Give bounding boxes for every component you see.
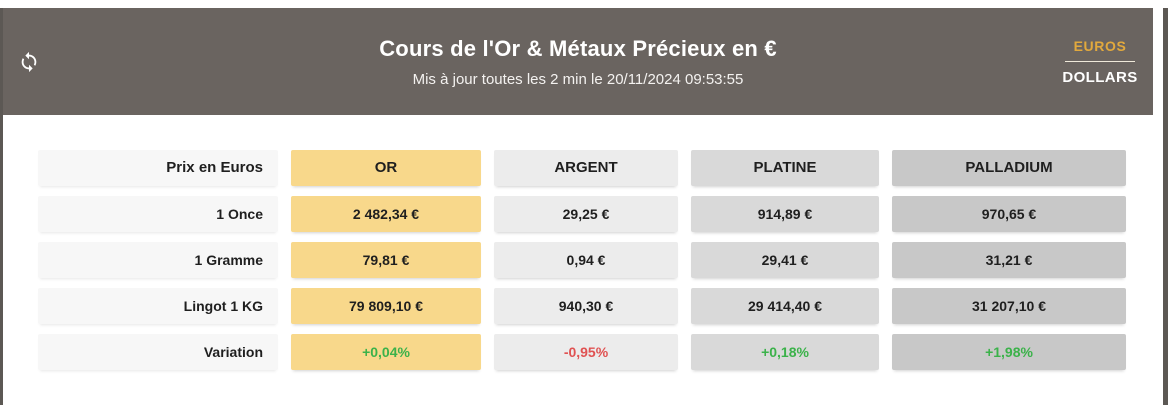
- header-bar: Cours de l'Or & Métaux Précieux en € Mis…: [3, 8, 1153, 115]
- column-header-or: OR: [291, 150, 481, 186]
- row-label: 1 Gramme: [38, 242, 278, 278]
- price-or-gramme: 79,81 €: [291, 242, 481, 278]
- currency-toggle-divider: [1065, 60, 1135, 62]
- price-platine-lingot: 29 414,40 €: [691, 288, 879, 324]
- price-or-lingot: 79 809,10 €: [291, 288, 481, 324]
- table-row-lingot: Lingot 1 KG 79 809,10 € 940,30 € 29 414,…: [38, 288, 1163, 324]
- page-title: Cours de l'Or & Métaux Précieux en €: [379, 35, 777, 61]
- variation-or: +0,04%: [291, 334, 481, 370]
- currency-toggle: EUROS DOLLARS: [1061, 38, 1139, 86]
- last-updated-text: Mis à jour toutes les 2 min le 20/11/202…: [412, 70, 744, 88]
- price-palladium-lingot: 31 207,10 €: [892, 288, 1126, 324]
- row-label: Variation: [38, 334, 278, 370]
- price-argent-lingot: 940,30 €: [494, 288, 678, 324]
- price-palladium-gramme: 31,21 €: [892, 242, 1126, 278]
- variation-platine: +0,18%: [691, 334, 879, 370]
- row-label: Lingot 1 KG: [38, 288, 278, 324]
- table-row-once: 1 Once 2 482,34 € 29,25 € 914,89 € 970,6…: [38, 196, 1163, 232]
- price-or-once: 2 482,34 €: [291, 196, 481, 232]
- column-header-platine: PLATINE: [691, 150, 879, 186]
- header-titles: Cours de l'Or & Métaux Précieux en € Mis…: [3, 8, 1153, 115]
- refresh-icon: [18, 51, 40, 73]
- metal-prices-table: Prix en Euros OR ARGENT PLATINE PALLADIU…: [38, 150, 1163, 370]
- table-row-gramme: 1 Gramme 79,81 € 0,94 € 29,41 € 31,21 €: [38, 242, 1163, 278]
- table-row-variation: Variation +0,04% -0,95% +0,18% +1,98%: [38, 334, 1163, 370]
- widget-frame: Cours de l'Or & Métaux Précieux en € Mis…: [0, 8, 1168, 405]
- price-platine-gramme: 29,41 €: [691, 242, 879, 278]
- table-header-row: Prix en Euros OR ARGENT PLATINE PALLADIU…: [38, 150, 1163, 186]
- variation-palladium: +1,98%: [892, 334, 1126, 370]
- variation-argent: -0,95%: [494, 334, 678, 370]
- price-platine-once: 914,89 €: [691, 196, 879, 232]
- table-corner-label: Prix en Euros: [38, 150, 278, 186]
- price-argent-gramme: 0,94 €: [494, 242, 678, 278]
- currency-option-euros[interactable]: EUROS: [1073, 37, 1127, 54]
- currency-option-dollars[interactable]: DOLLARS: [1062, 68, 1138, 86]
- price-palladium-once: 970,65 €: [892, 196, 1126, 232]
- row-label: 1 Once: [38, 196, 278, 232]
- column-header-palladium: PALLADIUM: [892, 150, 1126, 186]
- refresh-button[interactable]: [16, 49, 42, 75]
- column-header-argent: ARGENT: [494, 150, 678, 186]
- price-argent-once: 29,25 €: [494, 196, 678, 232]
